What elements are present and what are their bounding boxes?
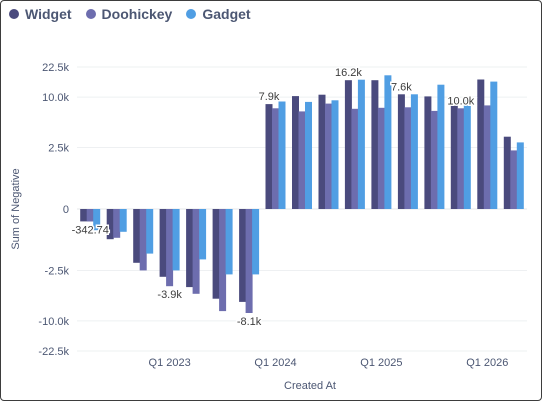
x-tick-label: Q1 2023 — [149, 357, 191, 369]
x-axis-ticks: Q1 2023 Q1 2024 Q1 2025 Q1 2026 — [149, 357, 509, 369]
bar-doohickey-q2-2023[interactable] — [193, 209, 200, 294]
bar-doohickey-q3-2024[interactable] — [325, 104, 332, 209]
y-tick-label: 2.5k — [48, 143, 69, 155]
data-label: -8.1k — [237, 316, 262, 328]
bar-widget-q1-2024[interactable] — [266, 104, 273, 209]
bar-doohickey-q4-2022[interactable] — [140, 209, 147, 270]
bar-widget-q2-2024[interactable] — [292, 96, 299, 209]
y-tick-label: -2.5k — [45, 265, 70, 277]
bar-widget-q3-2025[interactable] — [424, 96, 431, 209]
data-label: -342.74 — [72, 225, 109, 237]
bar-widget-q3-2023[interactable] — [213, 209, 220, 299]
bar-widget-q4-2025[interactable] — [451, 99, 458, 209]
data-label: 7.6k — [391, 81, 412, 93]
bar-widget-q1-2026[interactable] — [477, 80, 484, 210]
y-tick-label: -22.5k — [38, 346, 69, 358]
bar-doohickey-q4-2024[interactable] — [351, 109, 358, 209]
x-axis-title: Created At — [284, 380, 336, 392]
bar-widget-q2-2022[interactable] — [80, 209, 87, 221]
bar-gadget-q4-2023[interactable] — [252, 209, 259, 274]
bar-doohickey-q2-2025[interactable] — [404, 107, 411, 209]
bar-gadget-q1-2023[interactable] — [173, 209, 180, 270]
y-tick-label: 0 — [63, 204, 69, 216]
x-tick-label: Q1 2024 — [254, 357, 296, 369]
bar-doohickey-q2-2022[interactable] — [87, 209, 94, 222]
bar-widget-q2-2025[interactable] — [398, 94, 405, 209]
data-label: 7.9k — [259, 91, 280, 103]
bar-doohickey-q3-2023[interactable] — [219, 209, 226, 311]
bar-widget-q2-2023[interactable] — [186, 209, 193, 287]
bar-widget-q4-2024[interactable] — [345, 80, 352, 209]
bar-doohickey-q2-2024[interactable] — [299, 111, 306, 209]
bars — [80, 75, 524, 313]
bar-widget-q3-2024[interactable] — [319, 95, 326, 209]
bar-widget-q1-2025[interactable] — [371, 80, 378, 209]
data-label: 16.2k — [335, 67, 362, 79]
bar-widget-q2-2026[interactable] — [504, 137, 511, 209]
bar-doohickey-q2-2026[interactable] — [510, 150, 517, 209]
y-tick-label: 22.5k — [42, 62, 69, 74]
data-label: 10.0k — [447, 95, 474, 107]
x-tick-label: Q1 2026 — [466, 357, 508, 369]
bar-doohickey-q1-2024[interactable] — [272, 108, 279, 209]
bar-gadget-q3-2022[interactable] — [120, 209, 127, 232]
bar-gadget-q4-2025[interactable] — [464, 97, 471, 209]
bar-doohickey-q4-2023[interactable] — [246, 209, 253, 313]
bar-gadget-q2-2024[interactable] — [305, 102, 312, 209]
bar-gadget-q2-2025[interactable] — [411, 94, 418, 209]
bar-gadget-q1-2026[interactable] — [490, 82, 497, 209]
bar-gadget-q4-2022[interactable] — [146, 209, 153, 254]
bar-doohickey-q3-2025[interactable] — [431, 111, 438, 209]
bar-gadget-q4-2024[interactable] — [358, 80, 365, 209]
bar-doohickey-q3-2022[interactable] — [113, 209, 120, 238]
data-label: -3.9k — [157, 289, 182, 301]
bar-widget-q1-2023[interactable] — [160, 209, 167, 277]
y-tick-label: 10.0k — [42, 92, 69, 104]
y-axis-ticks: 22.5k 10.0k 2.5k 0 -2.5k -10.0k -22.5k — [38, 62, 69, 358]
bar-gadget-q3-2024[interactable] — [332, 100, 339, 209]
bar-gadget-q2-2023[interactable] — [199, 209, 206, 259]
bar-widget-q4-2023[interactable] — [239, 209, 246, 302]
bar-doohickey-q1-2026[interactable] — [484, 105, 491, 209]
bar-doohickey-q4-2025[interactable] — [457, 108, 464, 209]
bar-doohickey-q1-2025[interactable] — [378, 108, 385, 209]
bar-gadget-q1-2024[interactable] — [279, 102, 286, 210]
y-axis-title: Sum of Negative — [10, 168, 22, 249]
y-tick-label: -10.0k — [38, 316, 69, 328]
bar-gadget-q2-2026[interactable] — [517, 142, 524, 209]
bar-gadget-q3-2025[interactable] — [437, 85, 444, 209]
bar-doohickey-q1-2023[interactable] — [166, 209, 173, 286]
x-tick-label: Q1 2025 — [360, 357, 402, 369]
bar-widget-q4-2022[interactable] — [133, 209, 140, 263]
bar-gadget-q1-2025[interactable] — [384, 75, 391, 209]
bar-gadget-q3-2023[interactable] — [226, 209, 233, 274]
